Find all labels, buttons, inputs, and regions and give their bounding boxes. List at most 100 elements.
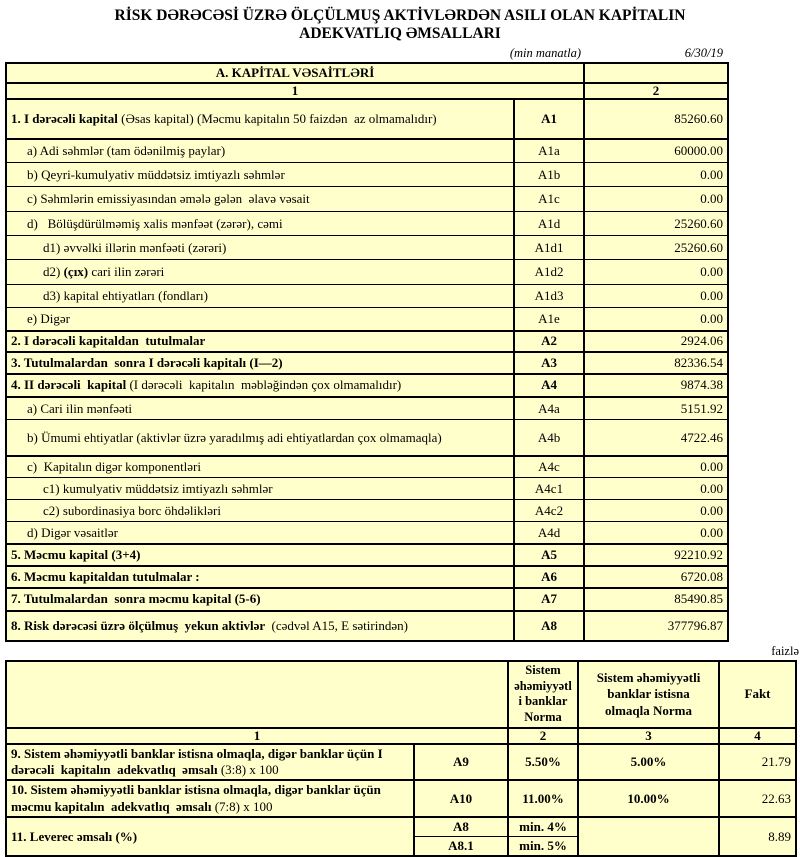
table-row-leverage: 11. Leverec əmsalı (%) A8 min. 4% 8.89 <box>5 815 797 857</box>
row-label: c1) kumulyativ müddətsiz imtiyazlı səhml… <box>5 477 515 501</box>
row-label: d1) əvvəlki illərin mənfəəti (zərəri) <box>5 235 515 261</box>
row-code: A4c2 <box>512 499 586 523</box>
row-label: c2) subordinasiya borc öhdəlikləri <box>5 499 515 523</box>
table-row: c2) subordinasiya borc öhdəlikləri A4c2 0.… <box>5 499 730 523</box>
table-row: d2) (çıx) cari ilin zərəri A1d2 0.00 <box>5 259 730 286</box>
row-label-text: cari ilin zərəri <box>88 264 165 280</box>
row-label-text: 1. I dərəcəli kapital <box>11 110 122 126</box>
unit-note: (min manatla) <box>509 46 581 60</box>
row-norm-other: 10.00% <box>577 779 720 818</box>
row-value: 25260.60 <box>583 235 730 261</box>
table-row: a) Cari ilin mənfəəti A4a 5151.92 <box>5 395 730 421</box>
row-label: e) Digər <box>5 307 515 332</box>
row-value: 2924.06 <box>583 329 730 353</box>
table-row: 4. II dərəcəli kapital (I dərəcəli kapit… <box>5 372 730 398</box>
row-value: 82336.54 <box>583 350 730 375</box>
col-number-1: 1 <box>4 82 586 100</box>
row-label-text: 3. Tutulmalardan sonra I dərəcəli kapita… <box>11 354 283 370</box>
row-label-text: b) Ümumi ehtiyatlar (aktivlər üzrə yarad… <box>27 429 442 445</box>
row-code: A4c1 <box>512 477 586 501</box>
table-row: 8. Risk dərəcəsi üzrə ölçülmuş yekun akt… <box>5 609 730 642</box>
row-label-text: (çıx) <box>63 264 89 280</box>
row-label: b) Ümumi ehtiyatlar (aktivlər üzrə yarad… <box>5 419 515 457</box>
table-row: d1) əvvəlki illərin mənfəəti (zərəri) A1d… <box>5 235 730 261</box>
row-value: 0.00 <box>583 454 730 479</box>
row-norm-other-empty <box>577 815 720 857</box>
table-row: 7. Tutulmalardan sonra məcmu kapital (5-… <box>5 586 730 612</box>
row-label-text: (Əsas kapital) (Məcmu kapitalın 50 faizd… <box>121 110 437 126</box>
row-label: 10. Sistem əhəmiyyətli banklar istisna o… <box>5 779 415 818</box>
ratio-table-header-row: Sistem əhəmiyyətl i banklar Norma Sistem… <box>5 660 797 729</box>
row-label-text: b) Qeyri-kumulyativ müddətsiz imtiyazlı … <box>27 166 285 182</box>
row-label: 2. I dərəcəli kapitaldan tutulmalar <box>5 329 515 353</box>
ratio-col-number-4: 4 <box>718 727 797 745</box>
section-header-empty-cell <box>583 62 730 85</box>
capital-table: A. KAPİTAL VƏSAİTLƏRİ 1 2 1. I dərəcəli … <box>4 62 730 642</box>
page-title-line2: ADEKVATLIQ ƏMSALLARI <box>299 25 501 42</box>
row-label: 5. Məcmu kapital (3+4) <box>5 542 515 567</box>
ratio-header-empty-cell <box>5 660 509 729</box>
row-label: a) Cari ilin mənfəəti <box>5 395 515 421</box>
table-row-tier1-ratio: 9. Sistem əhəmiyyətli banklar istisna ol… <box>5 742 797 781</box>
row-label-text: e) Digər <box>27 311 70 327</box>
row-norm-sys: 5.50% <box>507 742 579 781</box>
row-label-text: 9. Sistem əhəmiyyətli banklar istisna ol… <box>11 745 386 778</box>
row-code: A5 <box>512 542 586 567</box>
row-value: 85260.60 <box>583 97 730 140</box>
row-label: 4. II dərəcəli kapital (I dərəcəli kapit… <box>5 372 515 398</box>
row-code: A8 <box>512 609 586 642</box>
row-value: 92210.92 <box>583 542 730 567</box>
table-row: c) Səhmlərin emissiyasından əmələ gələn … <box>5 186 730 213</box>
ratio-header-fakt: Fakt <box>718 660 797 729</box>
row-code: A8.1 <box>413 836 509 857</box>
row-norm-min: min. 5% <box>507 836 579 857</box>
row-code: A7 <box>512 586 586 612</box>
row-label-text: a) Cari ilin mənfəəti <box>27 400 133 416</box>
row-value: 0.00 <box>583 521 730 545</box>
row-label-text: c1) kumulyativ müddətsiz imtiyazlı səhml… <box>43 480 273 496</box>
row-value: 0.00 <box>583 284 730 309</box>
row-code: A10 <box>413 779 509 818</box>
row-code: A4d <box>512 521 586 545</box>
row-value: 0.00 <box>583 259 730 286</box>
row-label-text: (cədvəl A15, E sətirindən) <box>271 617 408 633</box>
row-code: A1c <box>512 186 586 213</box>
ratio-table: Sistem əhəmiyyətl i banklar Norma Sistem… <box>5 659 797 857</box>
table-row: 1. I dərəcəli kapital (Əsas kapital) (Mə… <box>5 97 730 140</box>
row-code: A2 <box>512 329 586 353</box>
row-value: 0.00 <box>583 477 730 501</box>
row-code: A1d <box>512 211 586 237</box>
row-code: A9 <box>413 742 509 781</box>
meta-row: (min manatla) 6/30/19 <box>5 43 727 62</box>
row-value: 0.00 <box>583 499 730 523</box>
row-label: d) Digər vəsaitlər <box>5 521 515 545</box>
ratio-table-numbering-row: 1 2 3 4 <box>5 727 797 745</box>
row-value: 60000.00 <box>583 137 730 164</box>
row-label-text: 4. II dərəcəli kapital <box>11 377 130 393</box>
row-label-text: d3) kapital ehtiyatları (fondları) <box>43 288 208 304</box>
row-value: 85490.85 <box>583 586 730 612</box>
row-code: A4b <box>512 419 586 457</box>
row-label-text: c) Kapitalın digər komponentləri <box>27 459 202 475</box>
row-value: 0.00 <box>583 186 730 213</box>
row-label-text: d) Digər vəsaitlər <box>27 524 118 540</box>
row-label: b) Qeyri-kumulyativ müddətsiz imtiyazlı … <box>5 162 515 188</box>
row-code: A8 <box>413 815 509 838</box>
row-fakt: 22.63 <box>718 779 797 818</box>
row-label-text: 2. I dərəcəli kapitaldan tutulmalar <box>11 333 206 349</box>
row-code: A4a <box>512 395 586 421</box>
row-label: 1. I dərəcəli kapital (Əsas kapital) (Mə… <box>5 97 515 140</box>
row-code: A4c <box>512 454 586 479</box>
row-value: 377796.87 <box>583 609 730 642</box>
capital-table-header-row: A. KAPİTAL VƏSAİTLƏRİ <box>4 62 730 85</box>
ratio-col-number-2: 2 <box>507 727 579 745</box>
ratio-col-number-3: 3 <box>577 727 720 745</box>
row-label-formula: (7:8) x 100 <box>214 798 273 814</box>
table-row: 3. Tutulmalardan sonra I dərəcəli kapita… <box>5 350 730 375</box>
table-row: 2. I dərəcəli kapitaldan tutulmalar A2 292… <box>5 329 730 353</box>
row-label: 6. Məcmu kapitaldan tutulmalar : <box>5 564 515 589</box>
table-row: d3) kapital ehtiyatları (fondları) A1d3 0.… <box>5 284 730 309</box>
table-row: 6. Məcmu kapitaldan tutulmalar : A6 6720.0… <box>5 564 730 589</box>
row-value: 4722.46 <box>583 419 730 457</box>
table-row: d) Digər vəsaitlər A4d 0.00 <box>5 521 730 545</box>
